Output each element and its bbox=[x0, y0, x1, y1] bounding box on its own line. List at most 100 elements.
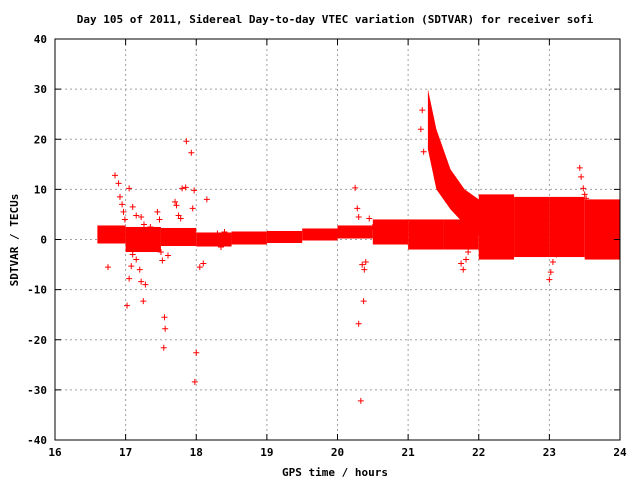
data-point bbox=[217, 244, 224, 251]
x-tick-label: 24 bbox=[613, 446, 627, 459]
data-point bbox=[580, 185, 587, 192]
data-point bbox=[154, 208, 161, 215]
data-band bbox=[549, 196, 585, 258]
data-point bbox=[189, 205, 196, 212]
data-point bbox=[138, 213, 145, 220]
data-point bbox=[104, 264, 111, 271]
data-point bbox=[156, 216, 163, 223]
data-point bbox=[549, 259, 556, 266]
data-band bbox=[372, 219, 409, 245]
data-point bbox=[191, 187, 198, 194]
data-point bbox=[157, 249, 164, 256]
y-axis: 40 30 20 10 0 -10 -20 -30 -40 bbox=[27, 33, 620, 447]
data-band bbox=[125, 226, 161, 253]
data-band bbox=[97, 225, 126, 244]
data-band bbox=[160, 227, 197, 247]
data-point bbox=[221, 228, 228, 235]
y-tick-label: 30 bbox=[34, 83, 47, 96]
x-tick-label: 19 bbox=[260, 446, 273, 459]
data-point bbox=[140, 298, 147, 305]
y-tick-label: 20 bbox=[34, 133, 47, 146]
data-point bbox=[547, 269, 554, 276]
data-point bbox=[126, 275, 133, 282]
data-point bbox=[193, 349, 200, 356]
data-point bbox=[177, 215, 184, 222]
y-tick-label: -10 bbox=[27, 284, 47, 297]
y-axis-label: SDTVAR / TECUs bbox=[8, 194, 21, 287]
y-tick-label: -30 bbox=[27, 384, 47, 397]
data-band bbox=[337, 225, 373, 239]
data-point bbox=[119, 201, 126, 208]
data-bands bbox=[97, 89, 620, 260]
x-tick-label: 20 bbox=[331, 446, 344, 459]
x-axis-label: GPS time / hours bbox=[282, 466, 388, 479]
data-point bbox=[369, 223, 376, 230]
y-tick-label: 10 bbox=[34, 183, 47, 196]
data-point bbox=[420, 148, 427, 155]
data-point bbox=[182, 184, 189, 191]
data-point bbox=[458, 260, 465, 267]
data-point bbox=[352, 184, 359, 191]
data-point bbox=[126, 185, 133, 192]
data-band bbox=[266, 230, 303, 244]
data-point bbox=[359, 261, 366, 268]
data-plume bbox=[427, 89, 493, 240]
data-point bbox=[203, 196, 210, 203]
data-point bbox=[207, 233, 214, 240]
data-point bbox=[188, 149, 195, 156]
x-tick-label: 22 bbox=[472, 446, 485, 459]
data-band bbox=[196, 232, 232, 247]
data-point bbox=[179, 185, 186, 192]
data-point bbox=[147, 223, 154, 230]
data-point bbox=[419, 107, 426, 114]
data-point bbox=[578, 173, 585, 180]
data-point bbox=[129, 203, 136, 210]
data-point bbox=[175, 212, 182, 219]
data-point bbox=[161, 314, 168, 321]
data-point bbox=[116, 193, 123, 200]
data-point bbox=[463, 256, 470, 263]
y-tick-label: 40 bbox=[34, 33, 47, 46]
data-point bbox=[355, 320, 362, 327]
data-point bbox=[362, 259, 369, 266]
data-point bbox=[460, 266, 467, 273]
data-point bbox=[553, 251, 560, 258]
data-point bbox=[133, 212, 140, 219]
data-point bbox=[162, 325, 169, 332]
data-point bbox=[403, 223, 410, 230]
data-point bbox=[576, 164, 583, 171]
data-point bbox=[136, 266, 143, 273]
data-point bbox=[465, 249, 472, 256]
data-point bbox=[196, 264, 203, 271]
data-point bbox=[128, 263, 135, 270]
data-point bbox=[133, 256, 140, 263]
data-point bbox=[131, 244, 138, 251]
data-point bbox=[581, 191, 588, 198]
data-point bbox=[361, 266, 368, 273]
data-point bbox=[583, 195, 590, 202]
data-point bbox=[357, 397, 364, 404]
x-tick-label: 17 bbox=[119, 446, 132, 459]
x-tick-label: 18 bbox=[190, 446, 203, 459]
data-band bbox=[584, 199, 620, 260]
data-point bbox=[160, 344, 167, 351]
chart-title: Day 105 of 2011, Sidereal Day-to-day VTE… bbox=[77, 13, 594, 26]
x-tick-label: 16 bbox=[48, 446, 62, 459]
data-point bbox=[360, 298, 367, 305]
data-point bbox=[129, 251, 136, 258]
data-point bbox=[165, 252, 171, 259]
data-point bbox=[366, 215, 373, 222]
data-point bbox=[183, 138, 190, 145]
y-tick-label: -40 bbox=[27, 434, 47, 447]
data-point bbox=[172, 198, 179, 205]
data-band bbox=[514, 196, 550, 258]
x-axis: 16 17 18 19 20 21 22 23 24 bbox=[48, 39, 627, 459]
data-point bbox=[159, 257, 166, 264]
data-point bbox=[140, 221, 147, 228]
data-point bbox=[173, 202, 180, 209]
data-point bbox=[115, 180, 122, 187]
data-band bbox=[302, 228, 338, 241]
data-point bbox=[354, 205, 361, 212]
data-point bbox=[546, 276, 553, 283]
